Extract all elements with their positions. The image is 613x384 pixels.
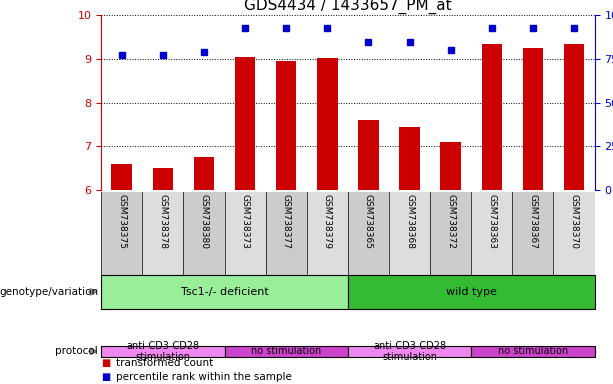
- Bar: [101, 346, 224, 357]
- Title: GDS4434 / 1433657_PM_at: GDS4434 / 1433657_PM_at: [244, 0, 452, 14]
- Bar: [265, 192, 306, 275]
- Text: GSM738363: GSM738363: [487, 194, 497, 250]
- Bar: [471, 346, 595, 357]
- Text: GSM738377: GSM738377: [282, 194, 291, 250]
- Text: percentile rank within the sample: percentile rank within the sample: [116, 372, 292, 382]
- Text: GSM738372: GSM738372: [446, 194, 455, 249]
- Bar: [430, 192, 471, 275]
- Text: no stimulation: no stimulation: [251, 346, 321, 356]
- Bar: [358, 120, 379, 190]
- Bar: [306, 192, 348, 275]
- Text: GSM738365: GSM738365: [364, 194, 373, 250]
- Bar: [194, 157, 214, 190]
- Text: GSM738370: GSM738370: [569, 194, 579, 250]
- Bar: [142, 192, 183, 275]
- Text: protocol: protocol: [55, 346, 98, 356]
- Bar: [471, 192, 512, 275]
- Text: GSM738379: GSM738379: [323, 194, 332, 250]
- Bar: [482, 44, 502, 190]
- Text: ■: ■: [101, 358, 110, 368]
- Bar: [554, 192, 595, 275]
- Text: Tsc1-/- deficient: Tsc1-/- deficient: [181, 287, 268, 297]
- Bar: [317, 58, 338, 190]
- Bar: [101, 275, 348, 309]
- Bar: [224, 192, 265, 275]
- Text: GSM738380: GSM738380: [199, 194, 208, 250]
- Text: wild type: wild type: [446, 287, 497, 297]
- Text: anti-CD3-CD28
stimulation: anti-CD3-CD28 stimulation: [126, 341, 199, 362]
- Bar: [348, 275, 595, 309]
- Bar: [101, 192, 142, 275]
- Text: genotype/variation: genotype/variation: [0, 287, 98, 297]
- Text: GSM738368: GSM738368: [405, 194, 414, 250]
- Bar: [224, 346, 348, 357]
- Text: GSM738373: GSM738373: [240, 194, 249, 250]
- Text: transformed count: transformed count: [116, 358, 214, 368]
- Bar: [389, 192, 430, 275]
- Bar: [512, 192, 554, 275]
- Bar: [153, 168, 173, 190]
- Text: GSM738375: GSM738375: [117, 194, 126, 250]
- Bar: [523, 48, 543, 190]
- Bar: [183, 192, 224, 275]
- Bar: [348, 192, 389, 275]
- Bar: [564, 44, 584, 190]
- Text: GSM738367: GSM738367: [528, 194, 538, 250]
- Bar: [440, 142, 461, 190]
- Text: anti-CD3-CD28
stimulation: anti-CD3-CD28 stimulation: [373, 341, 446, 362]
- Text: no stimulation: no stimulation: [498, 346, 568, 356]
- Bar: [112, 164, 132, 190]
- Bar: [348, 346, 471, 357]
- Bar: [235, 57, 256, 190]
- Text: ■: ■: [101, 372, 110, 382]
- Bar: [276, 61, 297, 190]
- Text: GSM738378: GSM738378: [158, 194, 167, 250]
- Bar: [399, 127, 420, 190]
